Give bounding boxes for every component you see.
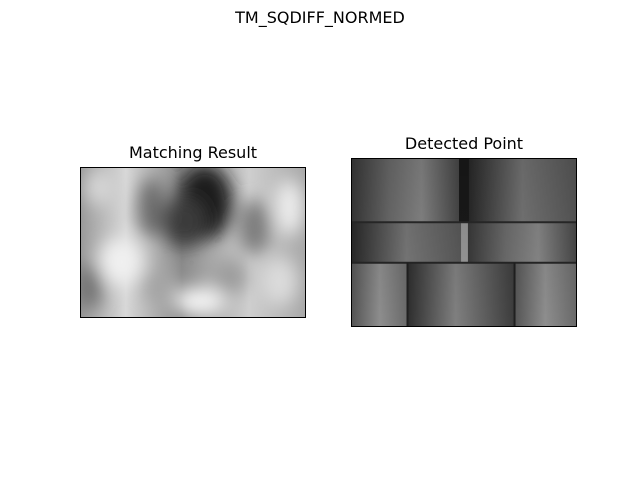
figure-title: TM_SQDIFF_NORMED	[235, 8, 405, 27]
matching-result-image	[80, 167, 306, 318]
detected-point-image	[351, 158, 577, 327]
matching-result-title: Matching Result	[128, 143, 258, 162]
detected-point-title: Detected Point	[404, 134, 524, 153]
